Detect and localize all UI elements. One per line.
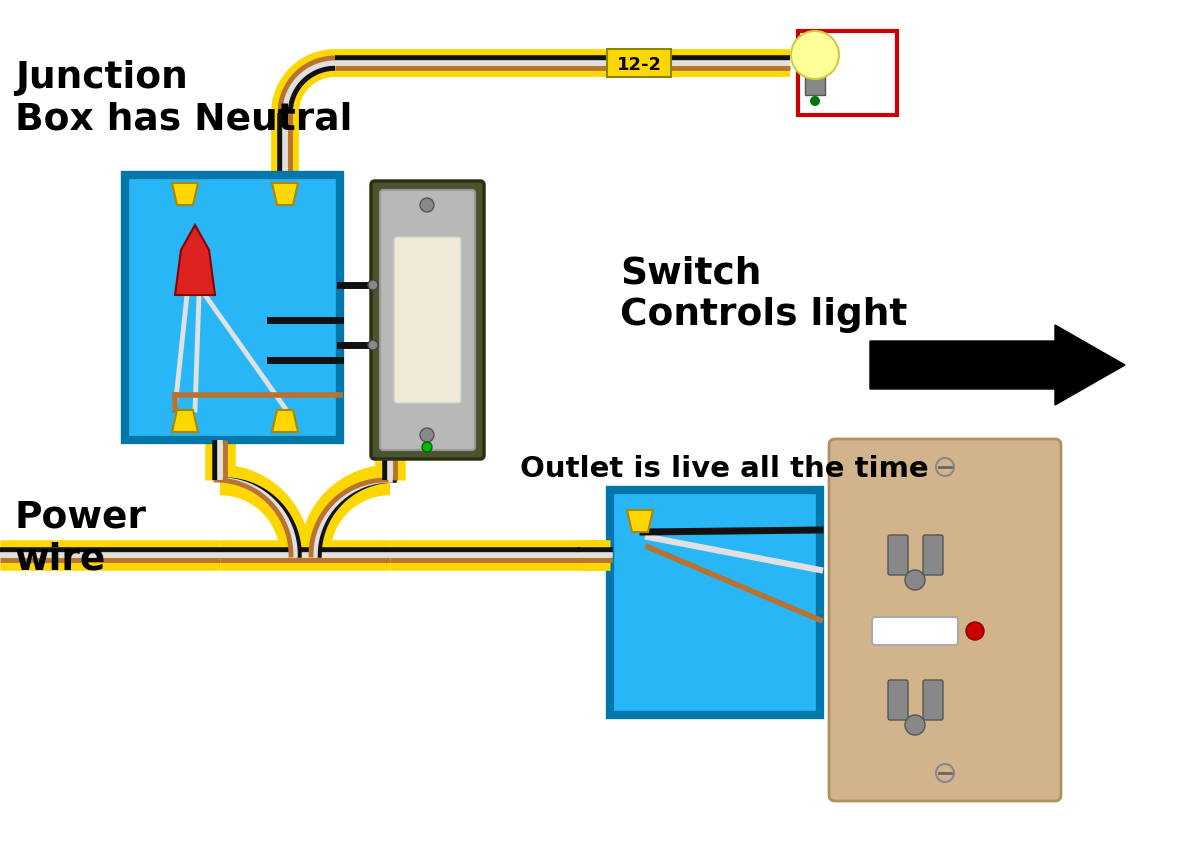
FancyArrow shape (870, 325, 1126, 405)
Text: Junction
Box has Neutral: Junction Box has Neutral (14, 60, 353, 138)
Circle shape (936, 458, 954, 476)
FancyBboxPatch shape (607, 49, 671, 77)
FancyBboxPatch shape (610, 490, 820, 715)
Polygon shape (172, 183, 198, 205)
FancyBboxPatch shape (888, 535, 908, 575)
Circle shape (905, 570, 925, 590)
FancyBboxPatch shape (125, 175, 340, 440)
Circle shape (905, 715, 925, 735)
FancyBboxPatch shape (798, 31, 898, 115)
Text: Switch
Controls light: Switch Controls light (620, 255, 907, 333)
Text: Outlet is live all the time: Outlet is live all the time (520, 455, 929, 483)
Circle shape (422, 442, 432, 452)
FancyBboxPatch shape (380, 190, 475, 450)
Circle shape (368, 280, 378, 290)
FancyBboxPatch shape (829, 439, 1061, 801)
FancyBboxPatch shape (872, 617, 958, 645)
FancyBboxPatch shape (371, 181, 484, 459)
Circle shape (810, 96, 820, 106)
Circle shape (368, 340, 378, 350)
Polygon shape (175, 225, 215, 295)
Polygon shape (628, 510, 653, 532)
Circle shape (936, 764, 954, 782)
Text: Power
wire: Power wire (14, 500, 148, 578)
Circle shape (791, 31, 839, 79)
FancyBboxPatch shape (888, 680, 908, 720)
FancyBboxPatch shape (923, 535, 943, 575)
Circle shape (966, 622, 984, 640)
FancyBboxPatch shape (394, 237, 461, 403)
Circle shape (420, 198, 434, 212)
FancyBboxPatch shape (805, 63, 826, 95)
FancyBboxPatch shape (923, 680, 943, 720)
Text: 12-2: 12-2 (617, 56, 661, 74)
Polygon shape (272, 410, 298, 432)
Circle shape (420, 428, 434, 442)
Polygon shape (172, 410, 198, 432)
Polygon shape (272, 183, 298, 205)
